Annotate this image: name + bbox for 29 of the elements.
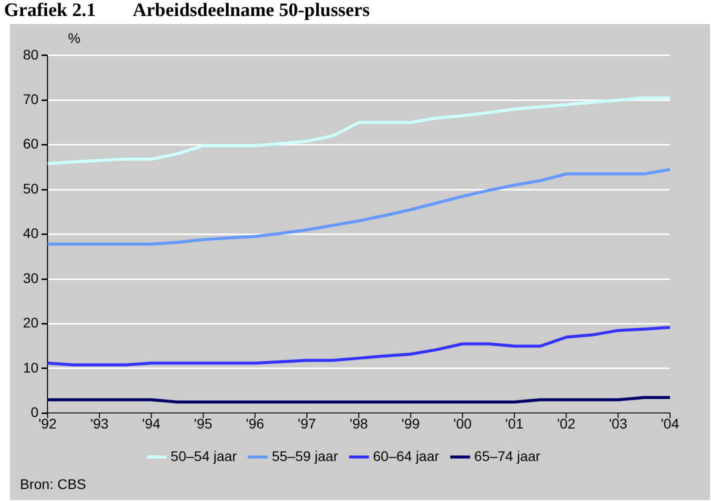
- y-tick-label: 60: [22, 136, 39, 152]
- y-tick-label: 40: [22, 225, 39, 242]
- y-tick-label: 20: [22, 314, 39, 331]
- x-tick-label: '94: [142, 415, 161, 432]
- x-tick-label: '02: [557, 415, 576, 432]
- y-tick-label: 10: [22, 359, 39, 376]
- x-tick-label: '97: [298, 415, 316, 432]
- y-tick-label: 30: [22, 270, 39, 286]
- x-tick-label: '96: [246, 415, 264, 432]
- legend-label: 65–74 jaar: [474, 448, 541, 464]
- x-tick-label: '99: [402, 415, 420, 432]
- x-tick-label: '03: [609, 415, 628, 432]
- x-tick-label: '01: [505, 415, 524, 432]
- y-tick-label: 50: [22, 180, 39, 196]
- x-tick-label: '92: [38, 415, 57, 432]
- x-tick-label: '95: [194, 415, 213, 432]
- x-tick-label: '93: [90, 415, 109, 432]
- x-tick-label: '98: [350, 415, 368, 432]
- x-tick-label: '04: [660, 415, 680, 432]
- y-tick-label: 70: [22, 90, 39, 107]
- chart-title: Grafiek 2.1 Arbeidsdeelname 50-plussers: [3, 0, 371, 22]
- legend-label: 55–59 jaar: [272, 448, 338, 464]
- y-tick-label: 80: [22, 46, 39, 62]
- x-tick-label: '00: [453, 415, 472, 432]
- y-axis-title: %: [68, 30, 80, 46]
- y-tick-label: 0: [30, 404, 39, 420]
- text: Bron: CBS: [20, 476, 86, 492]
- legend-label: 50–54 jaar: [170, 448, 238, 464]
- legend-label: 60–64 jaar: [373, 448, 440, 464]
